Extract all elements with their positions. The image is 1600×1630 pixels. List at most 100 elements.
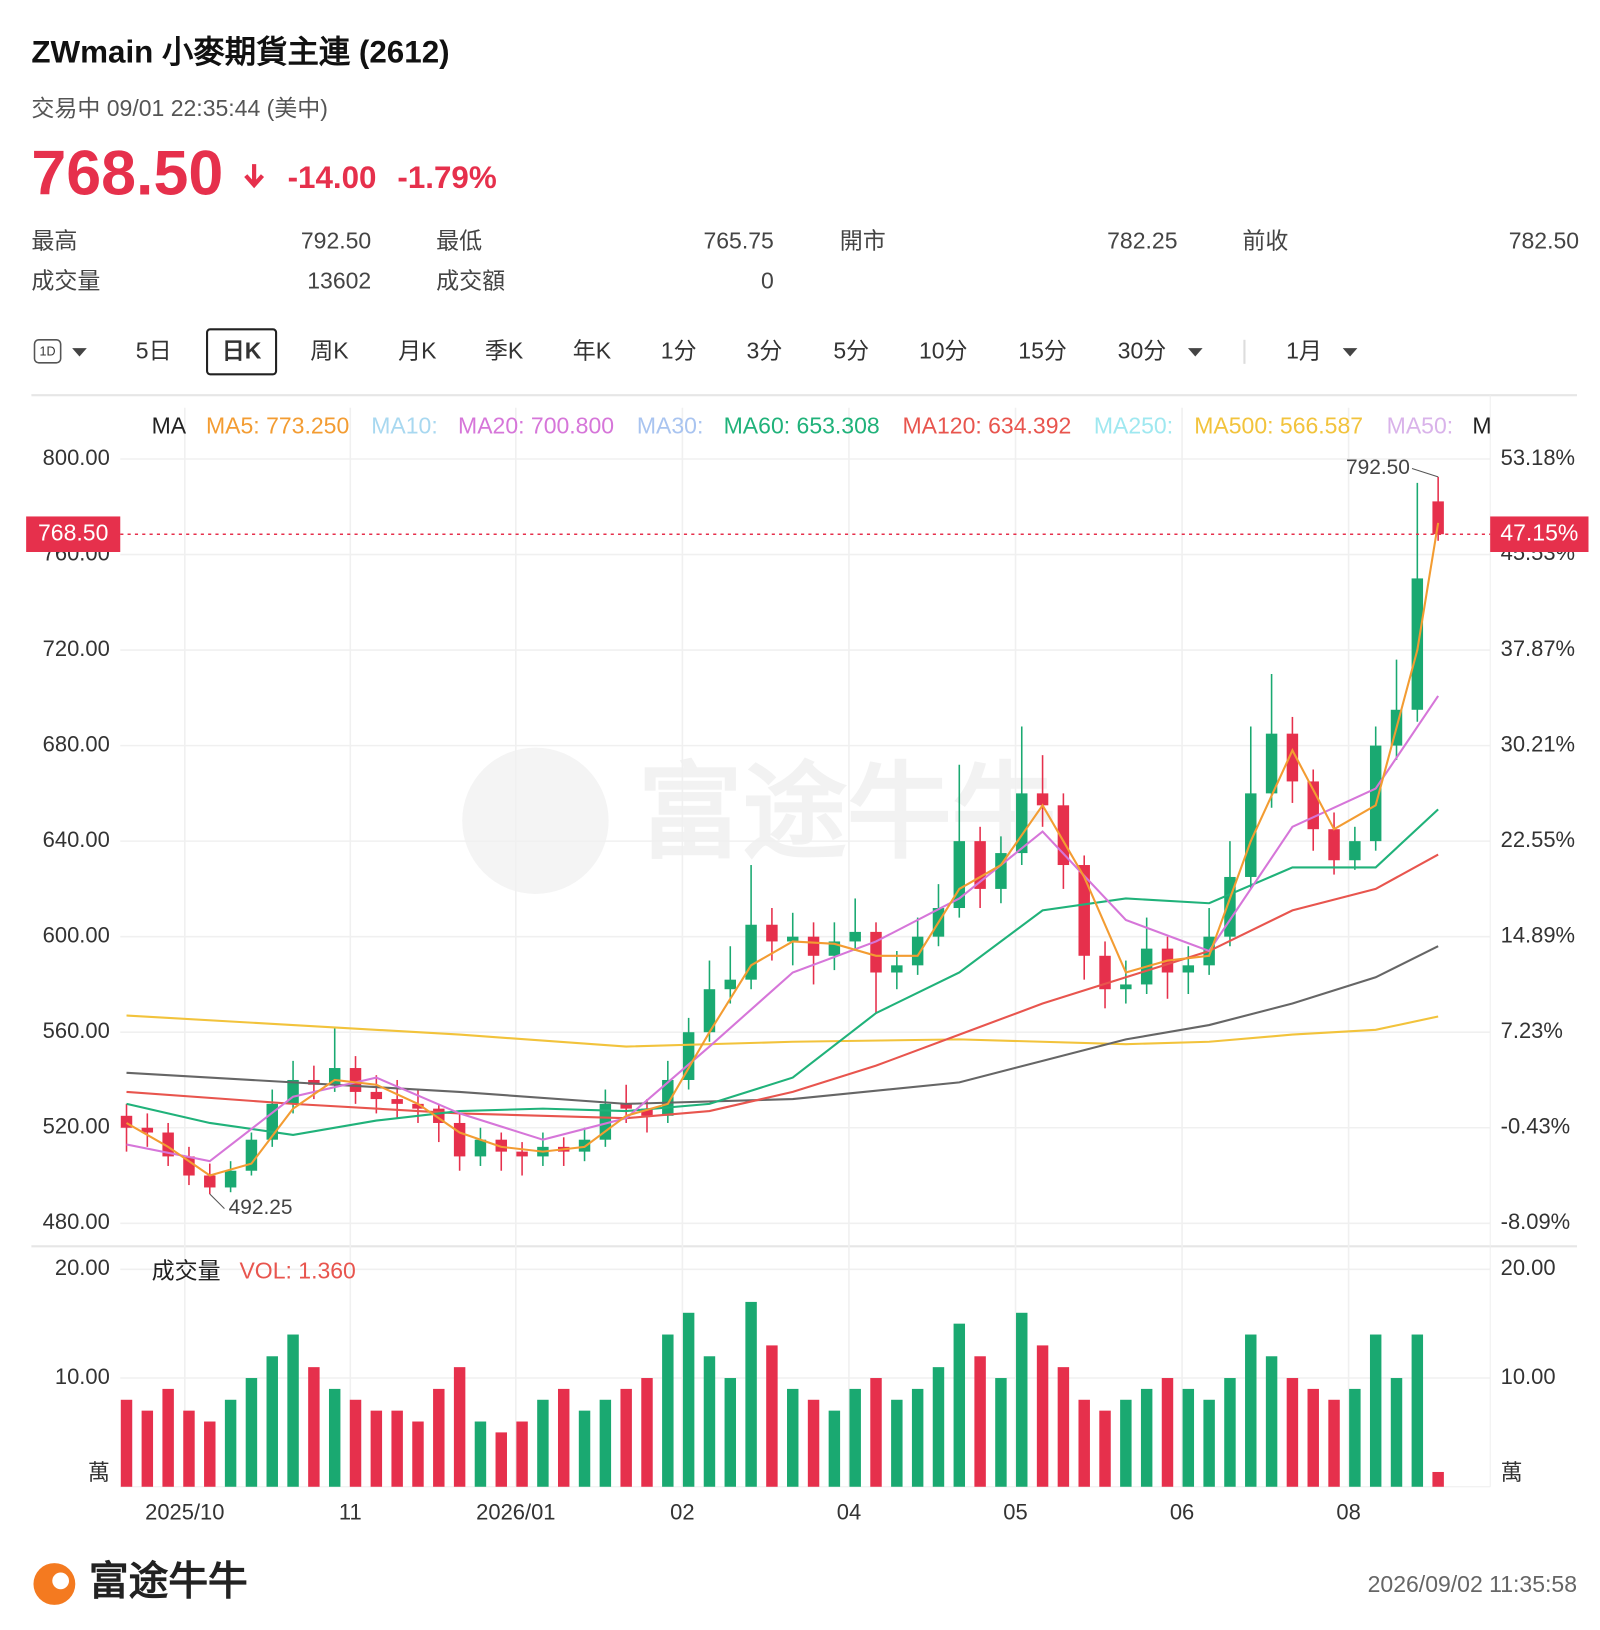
pct-tag-label: 47.15% xyxy=(1500,519,1578,545)
candle-body xyxy=(974,841,986,889)
tab[interactable]: 日K xyxy=(222,337,262,363)
tab[interactable]: 5日 xyxy=(136,337,172,363)
volume-bar xyxy=(266,1356,278,1487)
candle-body xyxy=(516,1151,528,1157)
legend-item: MA10: xyxy=(371,413,437,439)
y-tick-label: 640.00 xyxy=(43,827,110,852)
tab[interactable]: 周K xyxy=(310,337,349,363)
volume-bar xyxy=(620,1388,632,1487)
stat-label: 開市 xyxy=(840,228,886,254)
candle-body xyxy=(849,931,861,942)
y-tick-label: 560.00 xyxy=(43,1018,110,1043)
stat-value: 782.50 xyxy=(1509,228,1579,254)
volume-bar xyxy=(204,1421,216,1487)
x-tick-label: 02 xyxy=(670,1500,694,1525)
volume-bar xyxy=(807,1399,820,1487)
x-tick-label: 2025/10 xyxy=(145,1500,224,1525)
tab[interactable]: 1月 xyxy=(1286,337,1322,363)
y-tick-label: 720.00 xyxy=(43,636,110,661)
candle-body xyxy=(1057,805,1070,866)
timestamp: 2026/09/02 11:35:58 xyxy=(1368,1571,1577,1597)
tab[interactable]: 30分 xyxy=(1118,337,1167,363)
volume-bar xyxy=(1057,1367,1070,1487)
candle-body xyxy=(662,1079,674,1116)
volume-bar xyxy=(1224,1378,1236,1487)
ma-line xyxy=(126,1014,1439,1048)
y2-tick-label: 22.55% xyxy=(1501,827,1575,852)
volume-bar xyxy=(557,1388,570,1487)
candle-body xyxy=(1286,733,1299,782)
y2-tick-label: 14.89% xyxy=(1501,922,1575,947)
volume-bar xyxy=(1265,1356,1278,1487)
change-pct: -1.79% xyxy=(397,160,496,195)
watermark-logo xyxy=(462,747,609,894)
tab[interactable]: 5分 xyxy=(833,337,869,363)
candle-body xyxy=(204,1175,216,1188)
ma-line xyxy=(125,522,1440,1177)
tab[interactable]: 月K xyxy=(398,337,437,363)
candle-body xyxy=(911,936,924,966)
annotation-line xyxy=(1411,468,1439,478)
volume-bar xyxy=(308,1367,320,1487)
y-tick-label: 520.00 xyxy=(43,1114,110,1139)
y2-tick-label: 30.21% xyxy=(1501,731,1575,756)
volume-bar xyxy=(1432,1471,1444,1487)
volume-bar xyxy=(849,1388,861,1487)
x-tick-label: 04 xyxy=(837,1500,861,1525)
candle-body xyxy=(495,1139,507,1152)
volume-bar xyxy=(1411,1334,1424,1487)
candle-body xyxy=(1349,841,1361,861)
candle-body xyxy=(787,936,799,942)
volume-bar xyxy=(703,1356,716,1487)
volume-bar xyxy=(787,1388,799,1487)
volume-bar xyxy=(1120,1399,1132,1487)
dropdown xyxy=(1187,348,1203,357)
volume-bar xyxy=(183,1410,195,1487)
candle-body xyxy=(308,1079,320,1085)
legend-item: MA20: 700.800 xyxy=(458,413,614,439)
volume-bar xyxy=(349,1399,362,1487)
stat-label: 前收 xyxy=(1242,228,1288,254)
volume-bar xyxy=(1245,1334,1257,1487)
volume-bar xyxy=(724,1378,737,1487)
volume-bar xyxy=(974,1356,986,1487)
volume-bar xyxy=(162,1388,174,1487)
volume-bar xyxy=(641,1378,653,1487)
x-tick-label: 06 xyxy=(1170,1500,1194,1525)
volume-bar xyxy=(224,1399,237,1487)
legend-item: MA50: xyxy=(1387,413,1453,439)
legend-item: MA xyxy=(152,413,187,439)
legend-item: MA250: xyxy=(1094,413,1173,439)
volume-bar xyxy=(141,1410,154,1487)
candle-body xyxy=(287,1079,299,1104)
candle-body xyxy=(1120,984,1132,990)
candle-body xyxy=(745,924,757,980)
candle-body xyxy=(474,1139,487,1157)
tab[interactable]: 3分 xyxy=(747,337,783,363)
candle-body xyxy=(1036,793,1049,806)
candle-body xyxy=(1099,955,1111,990)
volume-bar xyxy=(578,1410,591,1487)
tab[interactable]: 15分 xyxy=(1018,337,1067,363)
volume-bar xyxy=(828,1410,841,1487)
x-tick-label: 08 xyxy=(1336,1500,1360,1525)
tab[interactable]: 季K xyxy=(485,337,524,363)
tab[interactable]: 1分 xyxy=(661,337,697,363)
vol-legend: VOL: 1.360 xyxy=(239,1258,355,1284)
candle-body xyxy=(349,1068,362,1092)
vol-unit: 萬 xyxy=(1501,1460,1523,1485)
volume-bar xyxy=(120,1399,133,1487)
legend-item: M xyxy=(1472,413,1491,439)
price-tag xyxy=(26,516,121,553)
candle-body xyxy=(703,989,716,1033)
volume-bar xyxy=(516,1421,528,1487)
candle-body xyxy=(599,1103,612,1140)
watermark: 富途牛牛 xyxy=(638,754,1056,871)
volume-bar xyxy=(1016,1312,1028,1487)
tab[interactable]: 年K xyxy=(573,337,612,363)
volume-bar xyxy=(1182,1388,1195,1487)
candle-body xyxy=(224,1170,237,1188)
tab[interactable]: 10分 xyxy=(919,337,968,363)
